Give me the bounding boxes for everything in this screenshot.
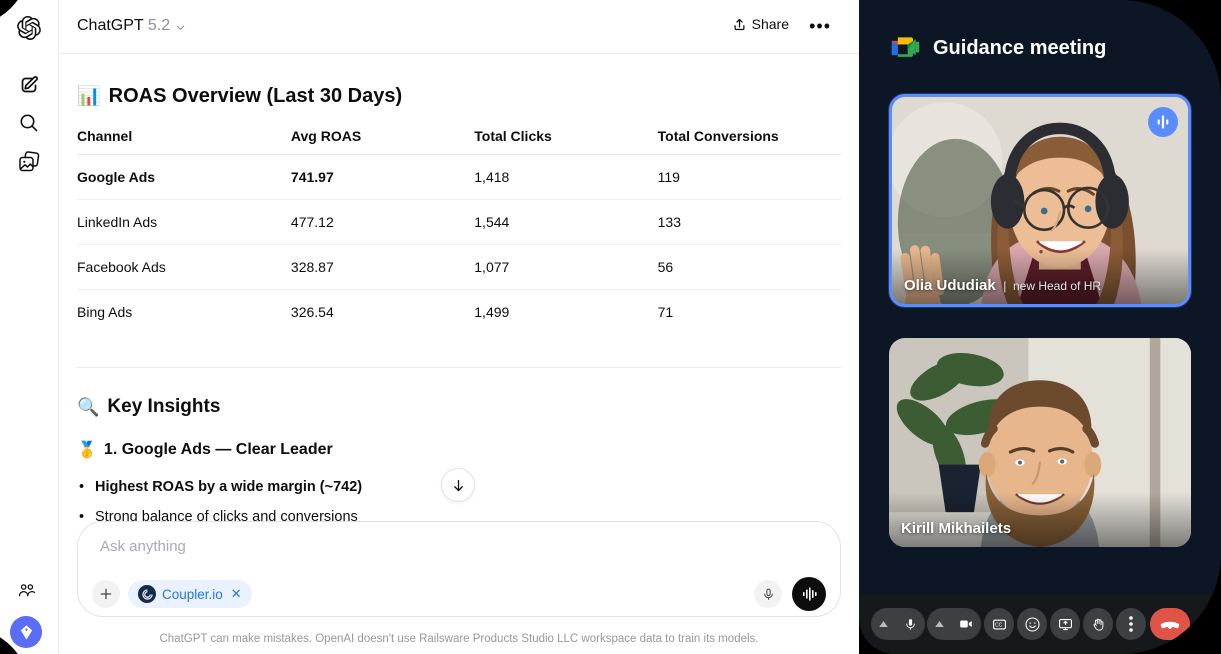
svg-text:CC: CC xyxy=(995,622,1003,628)
